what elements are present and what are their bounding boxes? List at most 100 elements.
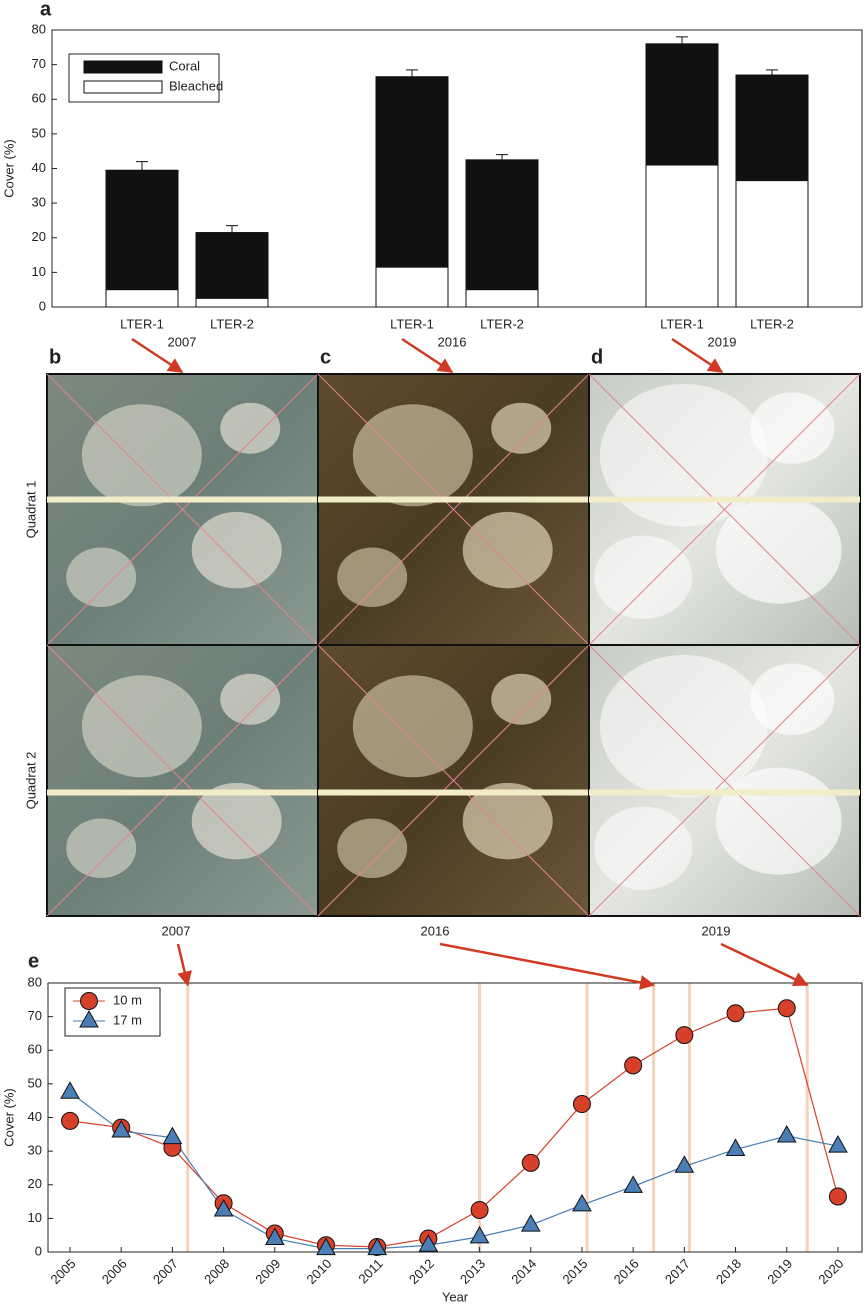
bar [465,159,539,308]
x-tick-label: 2015 [559,1256,590,1287]
legend-swatch [83,60,163,74]
y-tick-label: 50 [28,1075,42,1090]
coral-colony [491,673,552,725]
data-point [776,1124,797,1143]
x-tick-label: 2017 [662,1256,693,1287]
arrow [720,942,809,987]
y-tick-label: 80 [28,974,42,989]
bar [465,289,539,308]
annotation: 2007 [162,923,191,938]
error-bar [226,225,238,233]
x-tick-label: 2011 [355,1256,385,1286]
legend-box [64,987,161,1037]
panel-label: a [40,0,52,20]
error-bar [496,154,508,160]
coral-colony [491,402,552,454]
y-tick-label: 50 [32,125,46,140]
coral-colony [462,782,553,860]
coral-colony [337,547,408,607]
legend-marker [80,992,98,1010]
bar [105,289,179,308]
panel-label: d [591,346,603,368]
data-point [367,1237,388,1256]
bar [105,169,179,308]
x-tick-label: LTER-1 [660,316,704,331]
group-label: 2019 [708,334,737,349]
y-tick-label: 20 [28,1176,42,1191]
error-bar [496,286,508,290]
coral-colony [599,654,768,798]
data-point [418,1234,439,1252]
data-point [624,1056,643,1075]
quadrat-diagonal [588,644,861,917]
legend-label: Bleached [169,78,223,93]
coral-colony [352,675,473,778]
transect-tape [589,789,860,796]
y-tick-label: 40 [32,160,46,175]
coral-colony [594,806,693,890]
error-bar [766,69,778,76]
data-point [726,1004,745,1023]
y-tick-label: 20 [32,229,46,244]
x-tick-label: LTER-2 [480,316,524,331]
error-bar [226,295,238,299]
annotation: 2019 [702,923,731,938]
transect-tape [318,496,589,503]
quadrat-diagonal [317,644,590,917]
y-tick-label: 60 [28,1042,42,1057]
y-tick-label: 30 [28,1143,42,1158]
coral-colony [81,404,202,507]
coral-colony [220,673,281,725]
x-tick-label: LTER-2 [210,316,254,331]
data-point [777,999,796,1018]
x-tick-label: LTER-1 [120,316,164,331]
data-point [111,1119,132,1138]
y-tick-label: 70 [28,1008,42,1023]
y-tick-label: 10 [28,1210,42,1225]
group-label: 2007 [168,334,197,349]
group-label: 2016 [438,334,467,349]
x-tick-label: LTER-2 [750,316,794,331]
data-point [828,1135,848,1153]
data-point [572,1193,592,1212]
quadrat-diagonal [46,373,319,646]
data-point [61,1111,80,1130]
coral-colony [599,383,768,527]
quadrat-diagonal [46,644,319,917]
error-bar [406,260,418,268]
data-point [623,1175,644,1193]
x-tick-label: 2013 [457,1256,488,1287]
x-tick-label: 2006 [99,1256,130,1287]
error-bar [766,173,778,181]
data-point [675,1026,694,1045]
error-bar [676,36,688,44]
arrow [401,337,454,374]
x-tick-label: 2007 [150,1256,181,1287]
axes-box [47,982,863,1253]
coral-colony [66,818,137,878]
y-axis-label: Cover (%) [1,1088,16,1147]
bar [195,297,269,308]
panel-label: c [320,346,331,368]
coral-colony [191,782,282,860]
x-tick-label: LTER-1 [390,316,434,331]
y-tick-label: 40 [28,1109,42,1124]
legend-marker [79,1009,99,1028]
legend-label: 10 m [113,992,142,1007]
legend-label: Coral [169,58,200,73]
coral-colony [191,511,282,589]
data-point [60,1081,80,1099]
coral-colony [462,511,553,589]
data-point [725,1138,746,1156]
error-bar [676,154,688,166]
y-tick-label: 60 [32,91,46,106]
x-axis-label: Year [442,1289,469,1304]
coral-colony [337,818,408,878]
quadrat-diagonal [588,373,861,646]
coral-colony [715,496,842,604]
panel-label: e [28,950,39,972]
data-point [674,1155,695,1173]
transect-tape [47,789,318,796]
arrow [671,337,724,374]
